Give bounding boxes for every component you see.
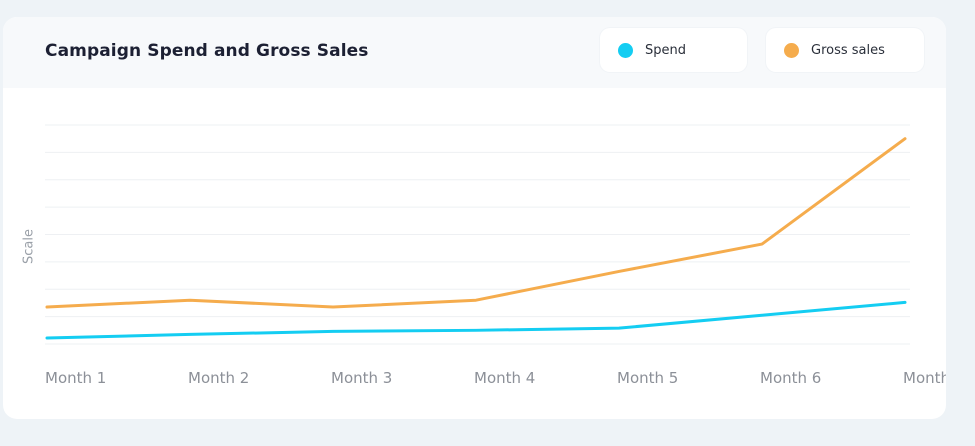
x-tick-label: Month 5 bbox=[617, 369, 678, 387]
spend-legend-marker bbox=[618, 42, 633, 58]
spend-series-line[interactable] bbox=[45, 300, 907, 340]
legend-item-gross-sales[interactable]: Gross sales bbox=[766, 28, 924, 72]
gross-sales-legend-marker bbox=[784, 42, 799, 58]
x-tick-label: Month 6 bbox=[760, 369, 821, 387]
x-tick-label: Month 4 bbox=[474, 369, 535, 387]
chart-title: Campaign Spend and Gross Sales bbox=[45, 41, 369, 61]
x-tick-label: Month 2 bbox=[188, 369, 249, 387]
legend-label-spend: Spend bbox=[645, 42, 686, 58]
x-tick-label: Month 7 bbox=[903, 369, 946, 387]
x-tick-label: Month 3 bbox=[331, 369, 392, 387]
x-tick-label: Month 1 bbox=[45, 369, 106, 387]
chart-header: Campaign Spend and Gross Sales Spend Gro… bbox=[3, 17, 946, 88]
legend-label-gross-sales: Gross sales bbox=[811, 42, 885, 58]
chart-card: Campaign Spend and Gross Sales Spend Gro… bbox=[3, 17, 946, 419]
legend-item-spend[interactable]: Spend bbox=[600, 28, 747, 72]
line-chart-plot: Month 1 Month 2 Month 3 Month 4 Month 5 Month… bbox=[45, 124, 946, 387]
gross-sales-series-line[interactable] bbox=[45, 137, 907, 309]
